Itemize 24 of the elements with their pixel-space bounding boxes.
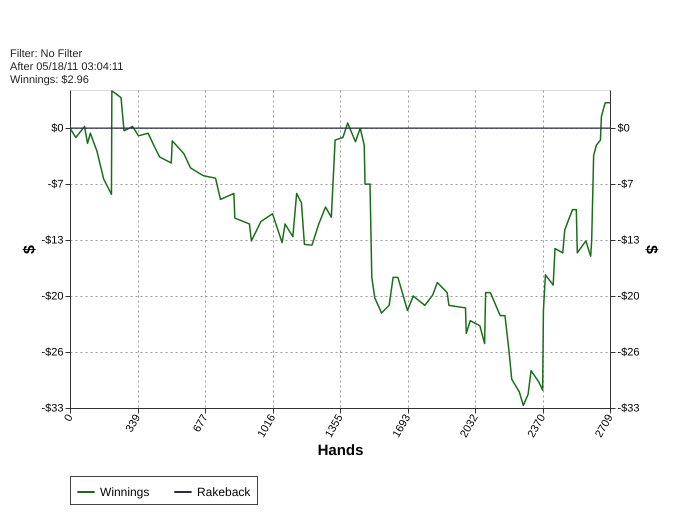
y-tick-label: $0 <box>51 122 64 135</box>
y2-tick-label: $0 <box>618 122 630 135</box>
x-tick-label: 0 <box>62 412 76 424</box>
y2-tick-label: -$33 <box>618 402 640 414</box>
y2-tick-label: -$26 <box>618 346 640 359</box>
y-tick-label: -$20 <box>41 290 64 303</box>
y-tick-label: -$7 <box>48 178 64 191</box>
y-axis-title: $ <box>21 244 38 254</box>
legend-label: Rakeback <box>197 485 252 499</box>
y-tick-label: -$33 <box>41 402 64 414</box>
y2-tick-label: -$7 <box>618 178 634 191</box>
text: Filter: No Filter <box>10 48 82 60</box>
y2-tick-label: -$20 <box>618 290 640 303</box>
y2-axis-title: $ <box>642 245 660 254</box>
x-tick-label: 339 <box>124 412 144 434</box>
x-tick-label: 677 <box>191 412 211 434</box>
text: After 05/18/11 03:04:11 <box>10 61 124 73</box>
y2-tick-label: -$13 <box>618 234 640 247</box>
text: Winnings: $2.96 <box>10 74 89 86</box>
y-tick-label: -$26 <box>41 346 64 359</box>
line-series <box>70 90 610 406</box>
legend-label: Winnings <box>100 485 150 499</box>
x-axis-title: Hands <box>318 442 364 460</box>
y-tick-label: -$13 <box>41 234 64 247</box>
